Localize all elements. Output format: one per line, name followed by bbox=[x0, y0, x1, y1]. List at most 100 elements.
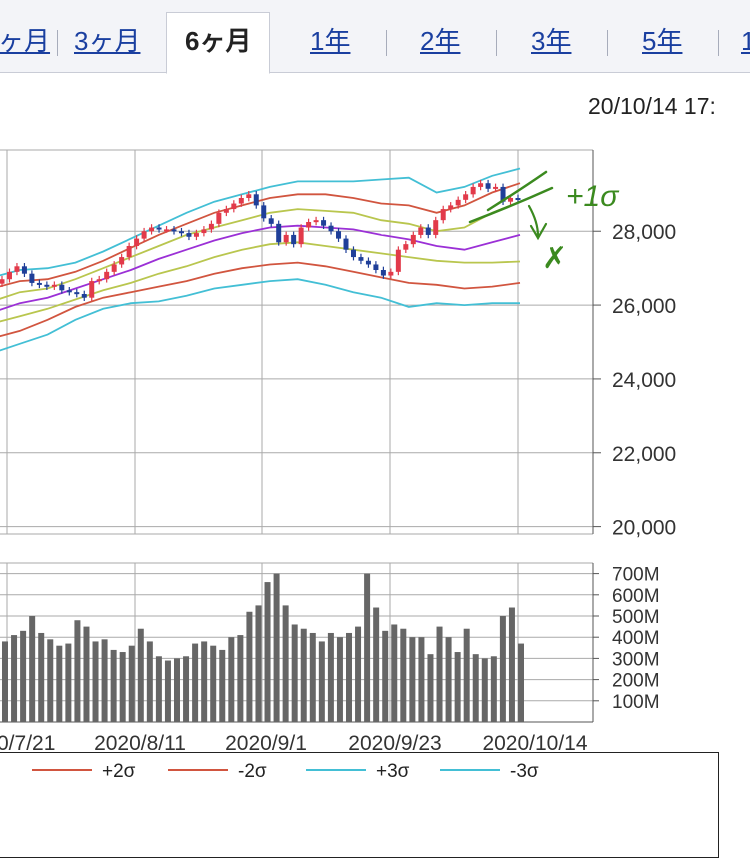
volume-bar bbox=[318, 641, 325, 722]
candlestick bbox=[74, 292, 80, 295]
tab-3-years[interactable]: 3年 bbox=[531, 26, 572, 56]
tab-separator bbox=[718, 30, 719, 56]
candlestick bbox=[425, 227, 431, 235]
x-axis-date-label: 2020/9/23 bbox=[348, 732, 441, 755]
volume-bar bbox=[20, 630, 27, 722]
tab-separator bbox=[57, 30, 58, 56]
candlestick bbox=[81, 294, 87, 298]
band-plus1-sigma-line bbox=[0, 200, 521, 300]
candlestick bbox=[343, 238, 349, 250]
volume-bar bbox=[74, 620, 81, 722]
candlestick bbox=[59, 284, 65, 291]
volume-bar bbox=[346, 632, 352, 722]
candlestick bbox=[350, 249, 356, 258]
volume-bar bbox=[282, 605, 289, 722]
volume-bar bbox=[246, 611, 253, 722]
candlestick bbox=[455, 199, 461, 206]
candlestick bbox=[149, 227, 155, 232]
candlestick bbox=[253, 194, 259, 206]
volume-bar bbox=[174, 658, 180, 722]
tab-separator bbox=[386, 30, 387, 56]
tab-10-years[interactable]: 1 bbox=[741, 26, 750, 56]
volume-bar bbox=[101, 639, 108, 722]
volume-bar bbox=[427, 654, 434, 722]
volume-bar bbox=[291, 624, 298, 722]
candlestick bbox=[171, 229, 177, 232]
volume-bar bbox=[309, 632, 316, 722]
candlestick bbox=[478, 183, 484, 187]
candlestick bbox=[223, 209, 229, 213]
tab-1-month[interactable]: ヶ月 bbox=[0, 26, 51, 56]
legend-minus2-label: -2σ bbox=[238, 761, 267, 782]
volume-bar bbox=[2, 641, 8, 722]
candlestick bbox=[283, 234, 289, 243]
volume-bar bbox=[47, 639, 54, 722]
price-y-tick-label: 26,000 bbox=[612, 295, 676, 318]
candlestick bbox=[500, 186, 506, 202]
band-minus2-sigma-line bbox=[0, 261, 521, 338]
volume-bar bbox=[445, 637, 452, 722]
candlestick bbox=[403, 244, 409, 250]
volume-bar bbox=[192, 643, 199, 722]
volume-bar bbox=[273, 573, 280, 722]
moving-average-line bbox=[0, 224, 521, 311]
band-minus3-sigma-line bbox=[0, 278, 520, 352]
candlestick bbox=[36, 282, 42, 285]
volume-bar bbox=[255, 605, 262, 722]
volume-bar bbox=[146, 641, 153, 722]
volume-bar bbox=[128, 645, 135, 722]
candlestick bbox=[380, 270, 386, 276]
volume-bar bbox=[364, 573, 371, 722]
volume-bar bbox=[264, 582, 271, 722]
tab-1-year[interactable]: 1年 bbox=[310, 26, 351, 56]
candlestick bbox=[246, 194, 252, 198]
volume-bar bbox=[336, 637, 343, 722]
candlestick bbox=[313, 220, 319, 223]
volume-bar bbox=[373, 607, 380, 722]
volume-bar bbox=[237, 635, 244, 722]
candlestick bbox=[0, 279, 5, 284]
candlestick bbox=[336, 231, 342, 239]
tab-5-years[interactable]: 5年 bbox=[642, 26, 683, 56]
volume-y-tick-label: 100M bbox=[612, 692, 660, 713]
tab-2-years[interactable]: 2年 bbox=[420, 26, 461, 56]
volume-bar bbox=[65, 643, 72, 722]
volume-bar bbox=[409, 637, 416, 722]
tab-separator bbox=[496, 30, 497, 56]
volume-y-tick-label: 600M bbox=[612, 586, 660, 607]
volume-bar bbox=[137, 628, 144, 722]
update-timestamp: 20/10/14 17: bbox=[588, 93, 716, 119]
tab-separator bbox=[607, 30, 608, 56]
candlestick bbox=[89, 281, 95, 298]
handwritten-plus-sigma-label: +1σ bbox=[566, 180, 620, 213]
candlestick bbox=[276, 223, 282, 243]
candlestick bbox=[358, 257, 364, 261]
candlestick bbox=[156, 227, 162, 230]
handwritten-cross-mark: ✗ bbox=[542, 242, 567, 275]
candlestick bbox=[485, 183, 491, 189]
candlestick bbox=[268, 218, 274, 224]
candlestick bbox=[96, 279, 102, 282]
candlestick bbox=[373, 264, 379, 270]
candlestick bbox=[433, 220, 439, 235]
volume-bar bbox=[155, 656, 162, 722]
candlestick bbox=[493, 186, 499, 189]
volume-bar bbox=[355, 626, 362, 722]
candlestick bbox=[29, 273, 35, 283]
volume-bar bbox=[219, 649, 226, 722]
band-minus1-sigma-line bbox=[0, 241, 521, 323]
volume-bar bbox=[119, 652, 126, 722]
volume-bar bbox=[436, 626, 443, 722]
candlestick bbox=[395, 249, 401, 272]
tab-3-months[interactable]: 3ヶ月 bbox=[74, 26, 141, 56]
x-axis-date-label: 2020/8/11 bbox=[94, 732, 186, 755]
x-axis-date-label: 0/7/21 bbox=[0, 732, 55, 755]
handwritten-annotations: +1σ ✗ bbox=[468, 170, 620, 275]
candlestick bbox=[328, 225, 334, 232]
tab-6-months[interactable]: 6ヶ月 bbox=[166, 12, 271, 74]
volume-y-tick-label: 700M bbox=[612, 565, 660, 586]
handwritten-arrow bbox=[527, 204, 548, 241]
band-plus3-sigma-line bbox=[0, 167, 521, 277]
